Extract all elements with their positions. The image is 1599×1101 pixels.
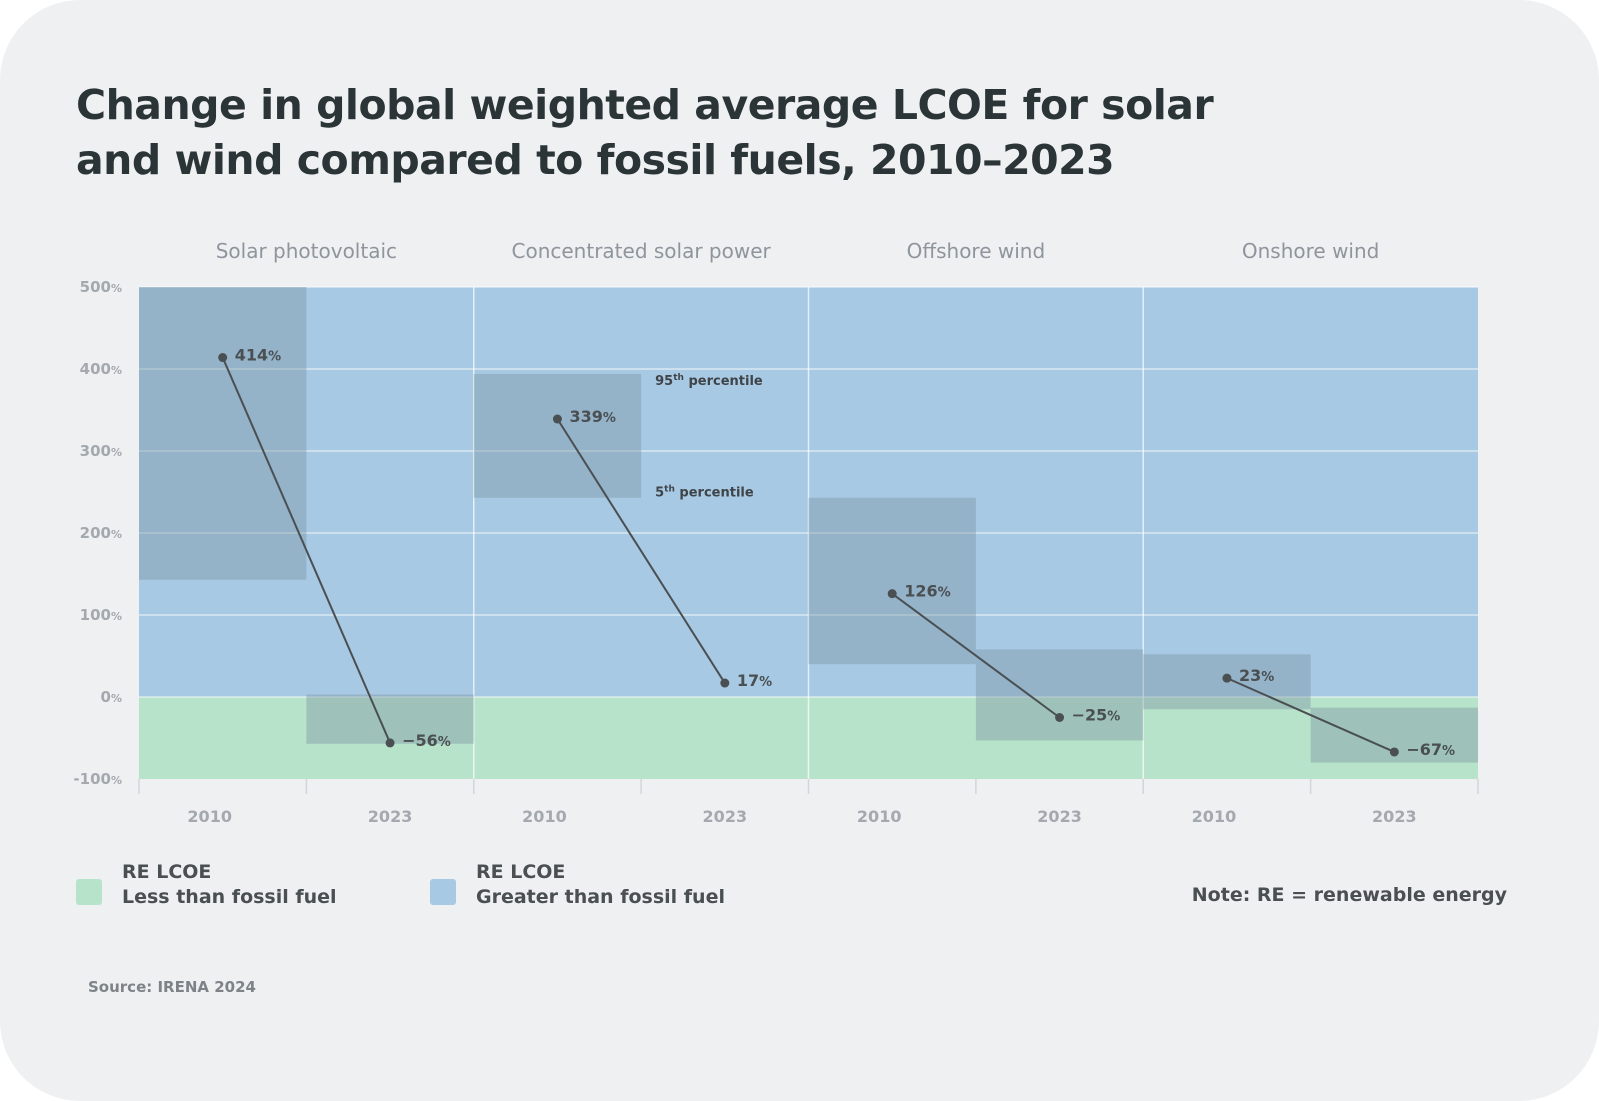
- legend-less-label: RE LCOE Less than fossil fuel: [122, 860, 337, 910]
- panel-title-3: Onshore wind: [1242, 239, 1379, 263]
- data-point-0-2023: [385, 738, 395, 748]
- trend-line-3: [1226, 677, 1395, 753]
- y-tick-label-2: 300%: [80, 442, 122, 460]
- data-point-3-2023: [1389, 747, 1399, 757]
- x-tick-label-1-2023: 2023: [703, 807, 748, 826]
- p95-annotation: 95th percentile: [655, 373, 763, 389]
- value-label-0-2023: −56%: [402, 731, 451, 750]
- data-point-2-2010: [887, 589, 897, 599]
- panel-title-2: Offshore wind: [907, 239, 1046, 263]
- trend-line-2: [891, 592, 1061, 719]
- chart-title: Change in global weighted average LCOE f…: [76, 78, 1276, 188]
- range-box-2-2010: [808, 497, 976, 665]
- trend-line-1: [556, 418, 726, 684]
- x-tick-label-0-2010: 2010: [187, 807, 232, 826]
- y-tick-label-4: 100%: [80, 606, 122, 624]
- legend-greater-line-2: Greater than fossil fuel: [476, 886, 725, 908]
- legend-greater-line-1: RE LCOE: [476, 861, 566, 883]
- value-label-1-2023: 17%: [737, 671, 772, 690]
- value-label-2-2023: −25%: [1072, 706, 1121, 725]
- p5-annotation: 5th percentile: [655, 485, 754, 501]
- range-box-2-2023: [975, 649, 1144, 741]
- x-tick-label-2-2023: 2023: [1037, 807, 1082, 826]
- y-tick-label-0: 500%: [80, 278, 122, 296]
- x-tick-label-3-2023: 2023: [1372, 807, 1417, 826]
- value-label-3-2023: −67%: [1406, 740, 1455, 759]
- x-tick-label-1-2010: 2010: [522, 807, 567, 826]
- data-point-3-2010: [1222, 673, 1232, 683]
- value-label-1-2010: 339%: [569, 407, 615, 426]
- y-tick-label-5: 0%: [101, 688, 122, 706]
- chart-title-line-1: Change in global weighted average LCOE f…: [76, 81, 1214, 129]
- value-label-0-2010: 414%: [235, 346, 281, 365]
- range-box-0-2023: [306, 694, 474, 744]
- y-tick-label-3: 200%: [80, 524, 122, 542]
- data-point-2-2023: [1055, 713, 1065, 722]
- range-box-0-2010: [139, 287, 307, 580]
- y-tick-label-6: -100%: [73, 770, 122, 788]
- value-label-2-2010: 126%: [904, 582, 950, 601]
- x-tick-label-2-2010: 2010: [857, 807, 902, 826]
- source-text: Source: IRENA 2024: [88, 978, 256, 996]
- legend-less-line-2: Less than fossil fuel: [122, 886, 337, 908]
- legend-less-swatch: [76, 879, 102, 905]
- y-tick-label-1: 400%: [80, 360, 122, 378]
- range-box-1-2010: [473, 373, 642, 498]
- panel-title-0: Solar photovoltaic: [216, 239, 397, 263]
- value-label-3-2010: 23%: [1239, 666, 1274, 685]
- note-text: Note: RE = renewable energy: [1191, 884, 1507, 906]
- panel-title-1: Concentrated solar power: [512, 239, 772, 263]
- data-point-0-2010: [218, 353, 228, 363]
- legend-less-line-1: RE LCOE: [122, 861, 212, 883]
- legend-greater-label: RE LCOE Greater than fossil fuel: [476, 860, 725, 910]
- data-point-1-2010: [552, 414, 562, 424]
- x-tick-label-3-2010: 2010: [1192, 807, 1237, 826]
- trend-line-0: [221, 357, 391, 744]
- chart-title-line-2: and wind compared to fossil fuels, 2010–…: [76, 136, 1115, 184]
- legend-greater-swatch: [430, 879, 456, 905]
- data-point-1-2023: [720, 678, 730, 688]
- x-tick-label-0-2023: 2023: [368, 807, 413, 826]
